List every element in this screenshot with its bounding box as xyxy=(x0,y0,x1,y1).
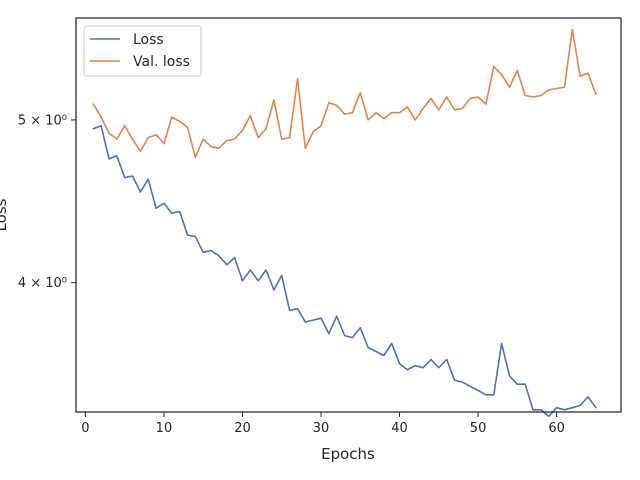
x-tick-label: 20 xyxy=(234,421,251,436)
plot-lines xyxy=(92,28,597,418)
legend-label-val-loss: Val. loss xyxy=(133,54,190,70)
y-tick-label: 5 × 10⁰ xyxy=(18,113,67,128)
legend-label-loss: Loss xyxy=(133,32,164,48)
x-axis-title: Epochs xyxy=(321,445,375,463)
x-axis-ticks: 0 10 20 30 40 50 60 xyxy=(81,412,565,436)
series-line-loss xyxy=(92,125,597,418)
y-axis-title: Loss xyxy=(0,198,10,231)
x-tick-label: 40 xyxy=(391,421,408,436)
x-tick-label: 60 xyxy=(548,421,565,436)
x-tick-label: 10 xyxy=(156,421,173,436)
legend: Loss Val. loss xyxy=(83,25,202,77)
y-axis-ticks: 4 × 10⁰ 5 × 10⁰ xyxy=(18,113,76,291)
plot-frame xyxy=(75,17,622,413)
x-tick-label: 30 xyxy=(313,421,330,436)
x-tick-label: 50 xyxy=(470,421,487,436)
x-tick-label: 0 xyxy=(81,421,89,436)
y-tick-label: 4 × 10⁰ xyxy=(18,276,67,291)
series-line-val-loss xyxy=(92,28,597,159)
